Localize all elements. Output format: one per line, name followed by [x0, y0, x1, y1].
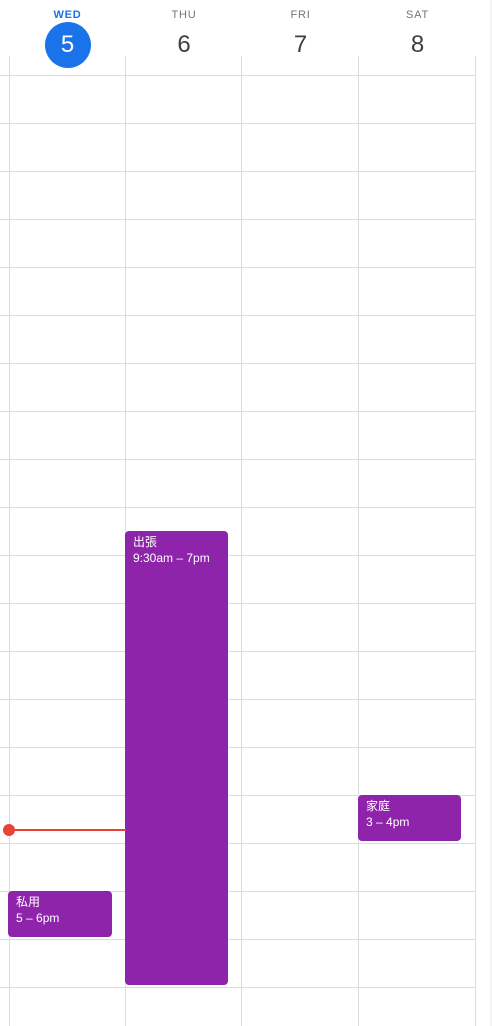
day-of-week-label: FRI [290, 9, 311, 21]
day-header-sat[interactable]: SAT 8 [359, 0, 476, 74]
event-time: 3 – 4pm [366, 815, 410, 829]
day-column-divider [475, 56, 476, 1026]
hour-gridline [0, 315, 476, 316]
hour-gridline [0, 603, 476, 604]
day-column-divider [241, 56, 242, 1026]
day-column-divider [9, 56, 10, 1026]
hour-gridline [0, 171, 476, 172]
event-title: 私用 [16, 895, 41, 909]
day-number-today[interactable]: 5 [44, 22, 91, 68]
hour-gridline [0, 651, 476, 652]
current-time-dot [3, 824, 15, 836]
scrollbar-track[interactable] [490, 0, 492, 1026]
hour-gridline [0, 987, 476, 988]
event-business-trip[interactable]: 出張 9:30am – 7pm [125, 531, 228, 985]
day-number[interactable]: 8 [410, 31, 425, 58]
hour-gridline [0, 219, 476, 220]
hour-gridline [0, 267, 476, 268]
hour-gridline [0, 123, 476, 124]
hour-gridline [0, 795, 476, 796]
hour-gridline [0, 459, 476, 460]
hour-gridline [0, 747, 476, 748]
hour-gridline [0, 843, 476, 844]
day-header-wed[interactable]: WED 5 [9, 0, 126, 74]
day-of-week-label: SAT [406, 9, 429, 21]
day-number[interactable]: 7 [293, 31, 308, 58]
event-personal[interactable]: 私用 5 – 6pm [8, 891, 112, 937]
day-of-week-label: THU [171, 9, 197, 21]
current-time-line [9, 829, 126, 831]
hour-gridline [0, 891, 476, 892]
day-header-thu[interactable]: THU 6 [126, 0, 242, 74]
hour-gridline [0, 411, 476, 412]
hour-gridline [0, 363, 476, 364]
hour-gridline [0, 555, 476, 556]
event-title: 家庭 [366, 799, 391, 813]
event-time: 9:30am – 7pm [133, 551, 210, 565]
day-header-fri[interactable]: FRI 7 [242, 0, 359, 74]
hour-gridline [0, 75, 476, 76]
event-title: 出張 [133, 535, 158, 549]
hour-gridline [0, 699, 476, 700]
day-column-divider [358, 56, 359, 1026]
day-number[interactable]: 6 [177, 31, 191, 58]
hour-gridline [0, 939, 476, 940]
hour-gridline [0, 507, 476, 508]
event-family[interactable]: 家庭 3 – 4pm [358, 795, 461, 841]
day-of-week-label: WED [53, 9, 82, 21]
event-time: 5 – 6pm [16, 911, 60, 925]
